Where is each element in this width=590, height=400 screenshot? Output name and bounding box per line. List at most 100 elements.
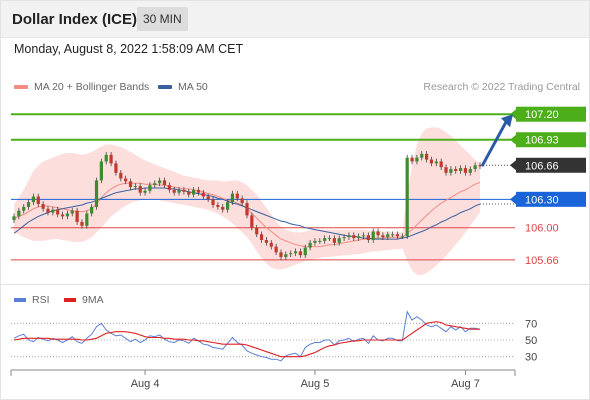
header-bar: Dollar Index (ICE) 30 MIN [1, 1, 589, 38]
candle-body [60, 214, 65, 217]
legend-9ma: 9MA [64, 294, 104, 306]
x-tick-label-0: Aug 4 [131, 378, 160, 390]
candle-body [429, 159, 434, 164]
candle-body [187, 191, 191, 195]
interval-button[interactable]: 30 MIN [137, 7, 188, 31]
candle-body [90, 206, 94, 214]
candle-body [318, 240, 322, 242]
candle-body [313, 240, 317, 243]
candle-body [303, 247, 307, 256]
level-label-4: 106.00 [525, 223, 559, 235]
ma20-swatch [14, 85, 28, 90]
candle-body [381, 235, 385, 238]
ma50-swatch [158, 85, 172, 90]
candle-body [75, 210, 79, 223]
candle-body [376, 231, 380, 236]
candle-body [439, 161, 443, 168]
level-tag-arrow-2 [510, 160, 516, 171]
candle-body [177, 189, 181, 193]
candle-body [250, 215, 254, 228]
candle-body [274, 246, 278, 253]
ma9-swatch [64, 298, 76, 303]
candle-body [444, 167, 448, 173]
forecast-arrow-shaft [480, 119, 509, 167]
rsi-line [13, 310, 481, 362]
candle-body [454, 169, 458, 171]
ma9-legend-label: 9MA [82, 294, 104, 306]
level-tag-2 [516, 157, 586, 173]
level-tag-3 [516, 191, 586, 207]
candle-body [327, 238, 332, 240]
candle-body [415, 157, 419, 162]
candle-body [332, 238, 336, 243]
level-tag-arrow-3 [510, 194, 516, 205]
candle-body [425, 153, 429, 160]
candle-body [357, 236, 361, 239]
candle-body [70, 210, 74, 214]
rsi-legend-label: RSI [32, 294, 50, 306]
candle-body [216, 205, 220, 207]
candle-body [65, 213, 69, 217]
candle-body [245, 203, 249, 216]
ma50-legend-label: MA 50 [178, 81, 208, 93]
candle-body [352, 235, 356, 239]
candle-body [255, 227, 259, 235]
candle-body [94, 180, 99, 207]
candle-body [347, 235, 351, 238]
candle-body [269, 242, 273, 247]
candle-body [124, 178, 128, 182]
level-label-1: 106.93 [525, 135, 559, 147]
candle-body [158, 180, 162, 184]
candle-body [128, 181, 133, 188]
candle-body [342, 237, 346, 239]
candle-body [85, 213, 89, 226]
credit-text: Research © 2022 Trading Central [423, 81, 580, 93]
candle-body [468, 169, 472, 173]
legend-rsi: RSI [14, 294, 50, 306]
candle-body [405, 157, 409, 237]
candle-body [395, 234, 400, 237]
forecast-arrow-head [501, 114, 513, 128]
candle-body [201, 192, 205, 197]
candle-body [259, 234, 264, 240]
level-label-0: 107.20 [525, 109, 559, 121]
candle-body [167, 185, 171, 190]
candle-body [148, 185, 152, 191]
instrument-title: Dollar Index (ICE) [12, 11, 138, 28]
candle-body [80, 222, 84, 226]
candle-body [371, 231, 375, 240]
candle-body [235, 193, 239, 199]
candle-body [41, 204, 45, 209]
candle-body [36, 196, 40, 205]
x-tick-label-2: Aug 7 [451, 378, 480, 390]
candle-body [463, 168, 468, 173]
level-tag-1 [516, 132, 586, 148]
rsi-tick-label-0: 70 [525, 318, 537, 330]
candle-body [289, 253, 293, 255]
rsi-tick-label-1: 50 [525, 335, 537, 347]
candle-body [153, 183, 157, 186]
candle-body [230, 193, 235, 203]
candle-body [240, 198, 244, 204]
candle-body [420, 153, 424, 158]
candle-body [434, 161, 438, 164]
candle-body [400, 236, 404, 238]
candle-body [114, 163, 118, 173]
candle-body [279, 252, 283, 258]
candle-body [308, 242, 312, 248]
rsi-swatch [14, 298, 26, 303]
candle-body [56, 209, 60, 215]
ma20-legend-label: MA 20 + Bollinger Bands [34, 81, 150, 93]
rsi-tick-label-2: 30 [525, 352, 537, 364]
candle-body [293, 251, 298, 254]
candle-body [182, 189, 186, 192]
candle-body [133, 186, 137, 188]
candle-body [264, 240, 269, 243]
candle-body [99, 161, 103, 181]
x-tick-label-1: Aug 5 [301, 378, 330, 390]
candle-body [26, 202, 31, 207]
timestamp-text: Monday, August 8, 2022 1:58:09 AM CET [14, 42, 244, 56]
candle-body [17, 210, 21, 217]
candle-body [458, 168, 463, 171]
